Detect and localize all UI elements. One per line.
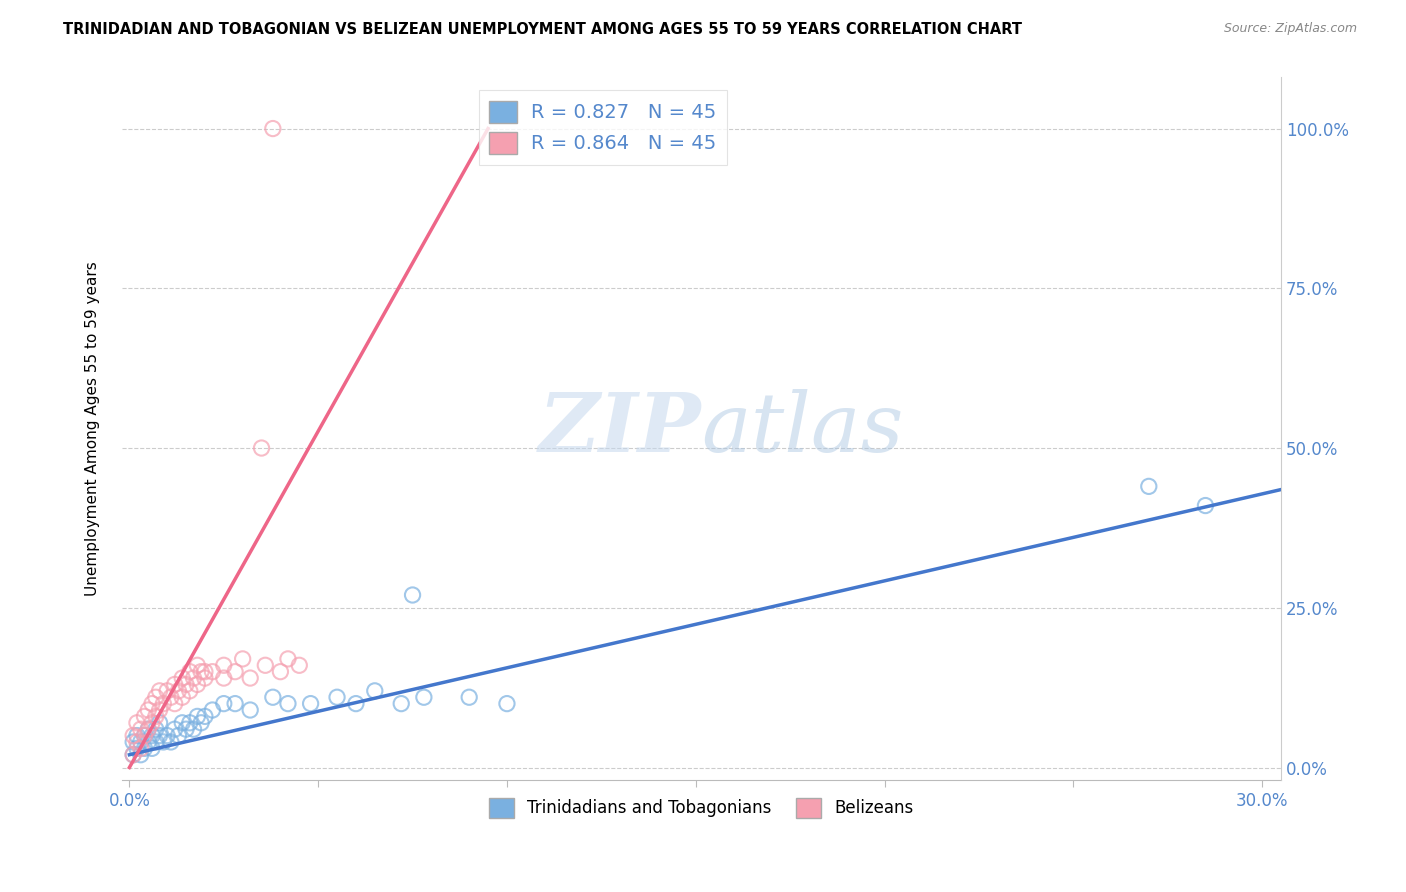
Point — [160, 735, 183, 749]
Point — [152, 697, 174, 711]
Point — [496, 697, 519, 711]
Point — [122, 747, 145, 762]
Point — [149, 715, 172, 730]
Point — [145, 690, 167, 705]
Point — [1194, 499, 1216, 513]
Point — [186, 677, 208, 691]
Point — [129, 741, 152, 756]
Point — [194, 671, 217, 685]
Point — [326, 690, 349, 705]
Point — [174, 722, 197, 736]
Point — [172, 690, 194, 705]
Point — [190, 665, 212, 679]
Point — [224, 697, 246, 711]
Text: ZIP: ZIP — [538, 389, 702, 469]
Point — [288, 658, 311, 673]
Point — [277, 697, 299, 711]
Point — [125, 715, 148, 730]
Point — [134, 709, 156, 723]
Point — [458, 690, 481, 705]
Point — [186, 658, 208, 673]
Point — [156, 729, 179, 743]
Point — [163, 722, 186, 736]
Point — [122, 747, 145, 762]
Point — [344, 697, 367, 711]
Point — [141, 715, 163, 730]
Point — [250, 441, 273, 455]
Point — [129, 747, 152, 762]
Point — [125, 729, 148, 743]
Text: TRINIDADIAN AND TOBAGONIAN VS BELIZEAN UNEMPLOYMENT AMONG AGES 55 TO 59 YEARS CO: TRINIDADIAN AND TOBAGONIAN VS BELIZEAN U… — [63, 22, 1022, 37]
Point — [239, 703, 262, 717]
Point — [172, 715, 194, 730]
Point — [183, 671, 205, 685]
Point — [163, 697, 186, 711]
Legend: Trinidadians and Tobagonians, Belizeans: Trinidadians and Tobagonians, Belizeans — [482, 791, 921, 825]
Point — [201, 703, 224, 717]
Text: atlas: atlas — [702, 389, 904, 469]
Point — [134, 741, 156, 756]
Point — [156, 683, 179, 698]
Point — [134, 729, 156, 743]
Point — [141, 697, 163, 711]
Point — [224, 665, 246, 679]
Point — [122, 735, 145, 749]
Point — [269, 665, 291, 679]
Point — [136, 735, 159, 749]
Point — [299, 697, 322, 711]
Point — [141, 729, 163, 743]
Point — [149, 729, 172, 743]
Point — [389, 697, 412, 711]
Point — [149, 703, 172, 717]
Point — [262, 690, 284, 705]
Point — [194, 665, 217, 679]
Point — [160, 690, 183, 705]
Point — [163, 677, 186, 691]
Y-axis label: Unemployment Among Ages 55 to 59 years: Unemployment Among Ages 55 to 59 years — [86, 261, 100, 596]
Point — [149, 683, 172, 698]
Point — [254, 658, 277, 673]
Point — [129, 735, 152, 749]
Point — [167, 729, 190, 743]
Point — [183, 722, 205, 736]
Point — [401, 588, 423, 602]
Point — [412, 690, 434, 705]
Point — [194, 709, 217, 723]
Point — [125, 741, 148, 756]
Point — [145, 722, 167, 736]
Point — [136, 722, 159, 736]
Point — [145, 709, 167, 723]
Point — [179, 665, 201, 679]
Point — [179, 683, 201, 698]
Point — [232, 652, 254, 666]
Point — [1137, 479, 1160, 493]
Point — [239, 671, 262, 685]
Point — [212, 658, 235, 673]
Point — [201, 665, 224, 679]
Point — [122, 729, 145, 743]
Point — [152, 735, 174, 749]
Point — [262, 121, 284, 136]
Point — [172, 671, 194, 685]
Point — [179, 715, 201, 730]
Point — [212, 697, 235, 711]
Point — [167, 683, 190, 698]
Point — [134, 729, 156, 743]
Point — [190, 715, 212, 730]
Point — [125, 735, 148, 749]
Point — [145, 735, 167, 749]
Point — [186, 709, 208, 723]
Point — [136, 703, 159, 717]
Point — [174, 677, 197, 691]
Point — [277, 652, 299, 666]
Point — [136, 722, 159, 736]
Point — [141, 741, 163, 756]
Text: Source: ZipAtlas.com: Source: ZipAtlas.com — [1223, 22, 1357, 36]
Point — [364, 683, 387, 698]
Point — [129, 722, 152, 736]
Point — [212, 671, 235, 685]
